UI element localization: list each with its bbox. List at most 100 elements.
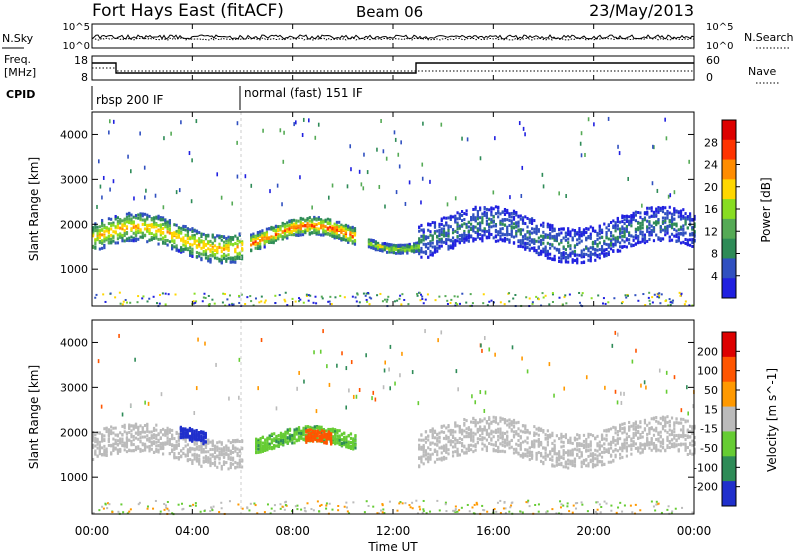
power-cell [474,219,477,223]
power-cell [461,292,464,295]
power-cell [306,228,309,232]
power-cell [186,240,190,244]
velocity-cell [148,430,151,434]
velocity-cell [537,451,540,455]
power-cell [530,238,534,242]
power-cell [182,243,185,247]
power-cell [563,296,566,299]
power-cell [166,243,169,247]
power-cell [213,253,217,257]
power-cell [290,221,293,225]
velocity-cell [309,425,312,429]
velocity-cell [458,453,461,457]
power-cell [603,242,606,246]
power-cell [272,236,275,240]
power-cell [693,224,696,228]
power-cell [388,243,391,247]
power-cell [436,234,439,238]
velocity-cell [488,441,491,445]
power-cell [200,246,203,250]
power-cell [481,220,484,224]
velocity-cell [198,454,201,458]
power-cell [456,217,459,221]
velocity-cell [580,451,583,455]
power-cell [238,232,241,236]
power-cell [677,211,680,215]
power-cell [164,222,167,226]
power-cell [342,224,345,228]
velocity-cell [155,434,158,438]
date-label: 23/May/2013 [589,1,694,20]
power-cell [440,237,443,241]
power-cell [499,227,502,231]
velocity-cell [110,444,113,448]
velocity-cell [112,431,115,435]
power-cell [591,226,595,230]
velocity-cell [159,430,162,434]
velocity-cell [191,435,194,439]
power-y-axis-label: Slant Range [km] [27,157,41,261]
velocity-cell [282,435,285,439]
velocity-cell [161,444,165,448]
velocity-cell [442,446,446,450]
power-cell [105,229,108,233]
power-cell [358,169,361,174]
velocity-cell [562,440,565,444]
power-cell [476,229,479,233]
power-cell [535,251,538,255]
velocity-cell [309,437,312,441]
power-cell [168,227,171,231]
power-cell [578,301,581,304]
velocity-cell [216,441,219,445]
power-cell [605,236,608,240]
velocity-cell [463,451,466,455]
power-cell [222,235,226,239]
velocity-cell [259,437,262,441]
power-cell [614,229,617,233]
power-cell [209,249,212,253]
power-cell [655,214,658,218]
power-cell [576,230,579,234]
power-cell [225,236,228,240]
velocity-cell [485,438,489,442]
power-cell [330,303,333,306]
velocity-cell [442,457,446,461]
power-cell [171,233,174,237]
velocity-cell [512,434,516,438]
power-cell [641,223,644,227]
velocity-cell [440,458,443,462]
power-cell [569,234,572,238]
velocity-cell [521,455,525,459]
velocity-cell [596,442,599,446]
power-cell [440,230,443,234]
power-cell [195,119,198,124]
power-cell [438,246,441,250]
velocity-cell [508,442,511,446]
velocity-cell [323,431,326,435]
velocity-cell [578,456,581,460]
power-cell [579,141,582,146]
velocity-cell [345,443,348,447]
velocity-cell [125,443,129,447]
power-cell [184,233,187,237]
power-cell [659,230,662,234]
power-cell [422,121,424,126]
power-cell [553,258,556,262]
power-cell [580,254,583,258]
velocity-cell [515,447,518,451]
velocity-cell [330,440,333,444]
power-cell [542,241,545,245]
velocity-cell [171,443,174,447]
power-cell [440,233,443,237]
velocity-cell [222,455,226,459]
power-cell [96,236,99,240]
power-cell [673,222,676,226]
velocity-cell [211,462,214,466]
power-cell [157,242,160,246]
power-cell [657,208,660,212]
power-cell [107,234,111,238]
power-cell [301,233,305,237]
power-cell [101,239,104,243]
power-cell [265,231,269,235]
